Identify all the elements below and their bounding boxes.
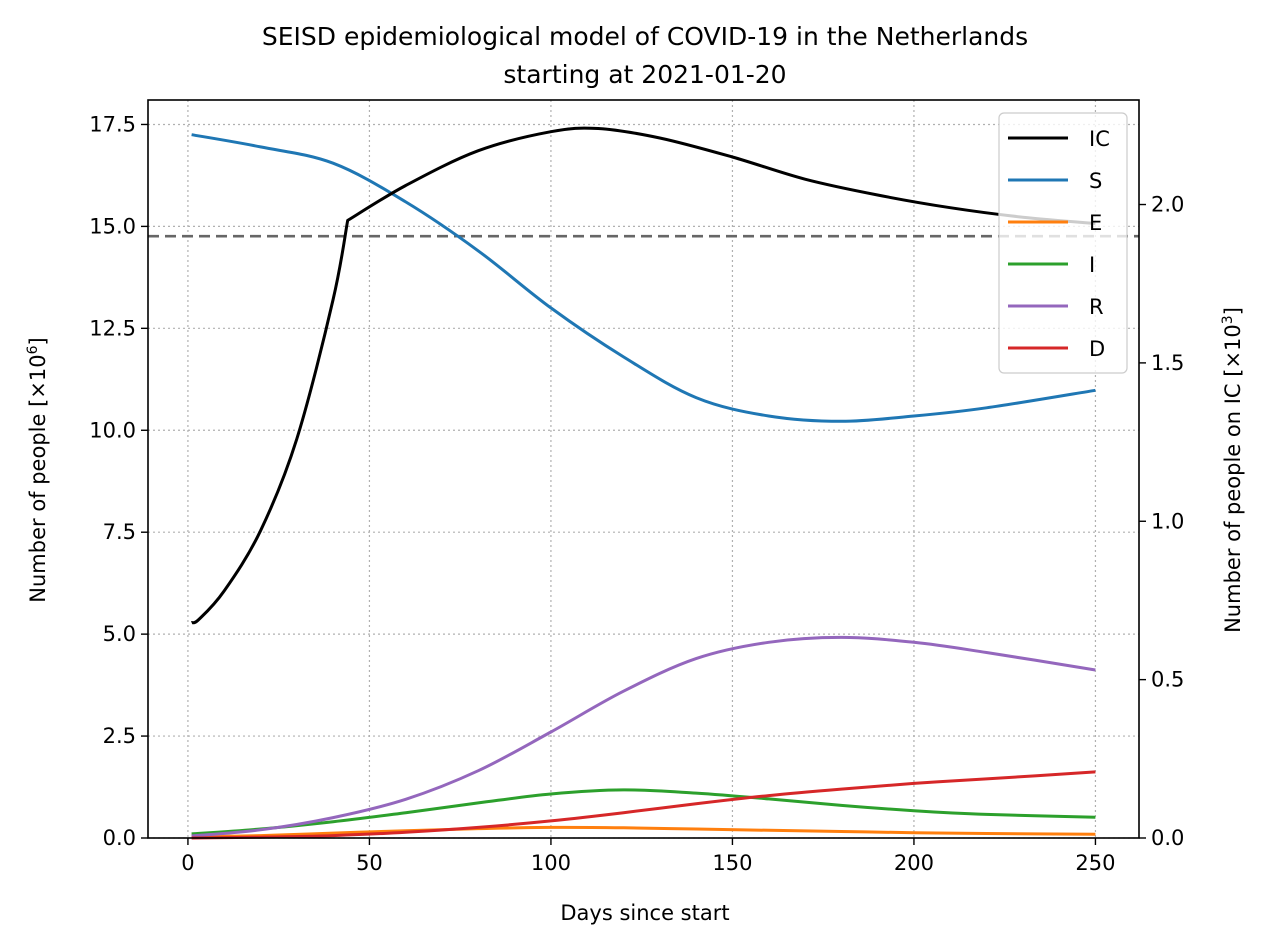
legend-label-s: S	[1089, 169, 1102, 193]
chart-title: SEISD epidemiological model of COVID-19 …	[262, 22, 1028, 51]
y2-tick-label: 1.0	[1151, 509, 1184, 533]
axis-ticks: 0 50 100 150 200 250 0.0 2.5 5.0 7.5 10.0 12.5 15.0 1…	[89, 112, 1184, 875]
series-lines	[191, 126, 1096, 840]
legend-label-d: D	[1089, 337, 1105, 361]
legend-label-r: R	[1089, 295, 1104, 319]
y-tick-label: 15.0	[89, 214, 136, 238]
x-tick-label: 250	[1075, 851, 1115, 875]
x-tick-label: 50	[356, 851, 383, 875]
x-tick-label: 150	[712, 851, 752, 875]
x-axis-label: Days since start	[560, 901, 729, 925]
y-tick-label: 0.0	[103, 826, 136, 850]
y2-axis-label: Number of people on IC [×103]	[1220, 307, 1245, 633]
y-tick-label: 5.0	[103, 622, 136, 646]
series-line-i	[191, 788, 1096, 836]
y-tick-label: 10.0	[89, 418, 136, 442]
y-tick-label: 2.5	[103, 724, 136, 748]
series-line-d	[191, 770, 1096, 840]
y2-tick-label: 1.5	[1151, 351, 1184, 375]
series-line-r	[191, 635, 1096, 838]
y-tick-label: 12.5	[89, 316, 136, 340]
x-tick-label: 200	[894, 851, 934, 875]
chart-subtitle: starting at 2021-01-20	[503, 60, 786, 89]
y-tick-label: 17.5	[89, 112, 136, 136]
x-tick-label: 0	[181, 851, 194, 875]
series-line-e	[191, 825, 1096, 839]
y2-tick-label: 0.5	[1151, 668, 1184, 692]
y-tick-label: 7.5	[103, 520, 136, 544]
plot-area-frame	[147, 99, 1140, 839]
legend-box	[998, 112, 1128, 374]
series-line-ic	[191, 126, 1096, 625]
x-tick-label: 100	[531, 851, 571, 875]
legend-label-i: I	[1089, 253, 1095, 277]
grid-lines	[148, 100, 1139, 839]
y2-tick-label: 0.0	[1151, 826, 1184, 850]
y-axis-label: Number of people [×106]	[25, 337, 50, 602]
y2-tick-label: 2.0	[1151, 193, 1184, 217]
series-line-s	[191, 133, 1096, 423]
legend-label-ic: IC	[1089, 127, 1110, 151]
legend-label-e: E	[1089, 211, 1102, 235]
